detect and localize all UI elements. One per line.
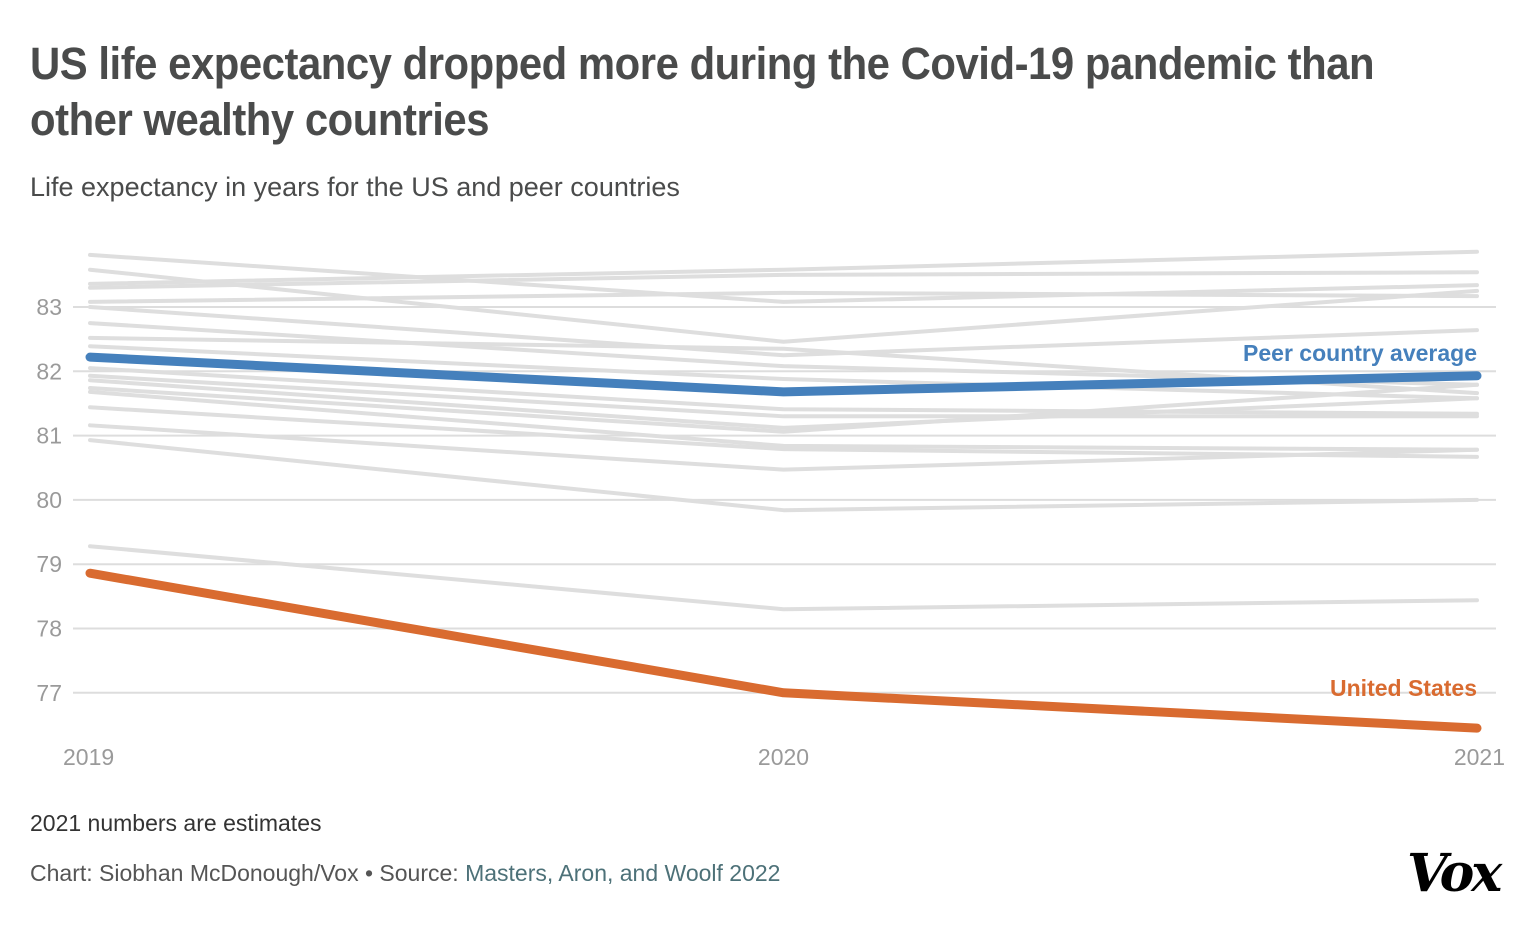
peer-country-line: [88, 249, 1479, 286]
peer-country-lines: [88, 249, 1479, 612]
y-tick-label: 78: [36, 616, 62, 642]
series-labels: Peer country average United States: [1243, 340, 1477, 701]
peer-country-line: [88, 344, 1479, 401]
credit-line: Chart: Siobhan McDonough/Vox • Source: M…: [30, 860, 780, 887]
peer-average-line: [85, 352, 1482, 397]
peer-country-line: [88, 378, 1479, 430]
peer-country-line: [88, 290, 1479, 304]
united-states-label: United States: [1330, 675, 1477, 701]
x-tick-label: 2019: [63, 744, 114, 770]
peer-country-line: [88, 382, 1479, 434]
peer-country-line: [88, 305, 1479, 358]
peer-country-line: [88, 252, 1479, 304]
y-axis-ticks: 77 78 79 80 81 82 83: [36, 294, 62, 706]
y-tick-label: 77: [36, 680, 62, 706]
credit-text: Chart: Siobhan McDonough/Vox • Source:: [30, 860, 466, 886]
x-tick-label: 2021: [1454, 744, 1505, 770]
y-tick-label: 81: [36, 423, 62, 449]
y-tick-label: 79: [36, 551, 62, 577]
source-link[interactable]: Masters, Aron, and Woolf 2022: [465, 860, 781, 886]
x-axis-ticks: 2019 2020 2021: [63, 744, 1505, 770]
peer-country-line: [88, 423, 1479, 472]
footnote: 2021 numbers are estimates: [30, 810, 322, 836]
chart-subtitle: Life expectancy in years for the US and …: [30, 172, 680, 202]
peer-country-line: [88, 373, 1479, 419]
united-states-line: [85, 568, 1482, 733]
peer-country-line: [88, 544, 1479, 612]
peer-country-line: [88, 366, 1479, 416]
y-tick-label: 82: [36, 358, 62, 384]
peer-country-line: [88, 270, 1479, 290]
peer-country-line: [88, 405, 1479, 459]
peer-country-line: [88, 438, 1479, 513]
peer-average-label: Peer country average: [1243, 340, 1477, 366]
chart-title: US life expectancy dropped more during t…: [30, 38, 1375, 145]
peer-country-line: [88, 389, 1479, 452]
vox-logo: Vox: [1407, 843, 1502, 904]
line-chart: 77 78 79 80 81 82 83 2019 2020 2021 Peer country…: [36, 249, 1505, 770]
x-tick-label: 2020: [758, 744, 809, 770]
y-tick-label: 80: [36, 487, 62, 513]
peer-country-line: [88, 267, 1479, 344]
y-tick-label: 83: [36, 294, 62, 320]
highlight-lines: [85, 352, 1482, 733]
